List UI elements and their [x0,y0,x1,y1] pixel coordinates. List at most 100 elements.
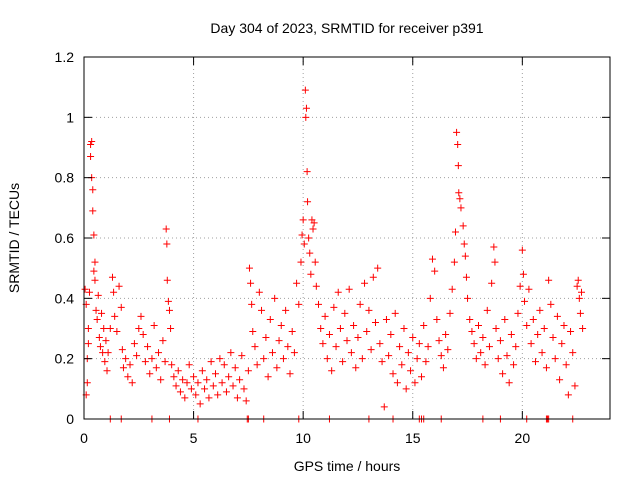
data-point [128,379,136,387]
data-point [300,240,308,248]
data-point [146,370,154,378]
data-point [472,355,480,363]
data-point [496,337,504,345]
data-point [251,343,259,351]
data-point [161,358,169,366]
data-point [152,364,160,372]
data-point [389,370,397,378]
data-point [293,279,301,287]
data-point [240,385,248,393]
data-point [457,204,465,212]
data-points [81,86,587,423]
data-point [336,325,344,332]
data-point [556,376,564,384]
data-point [209,382,217,390]
data-point [411,379,419,387]
data-point [488,279,496,287]
data-point [96,343,104,351]
data-point [198,367,206,375]
data-point [491,258,499,266]
data-point [113,328,121,336]
data-point [442,331,450,339]
data-point [108,273,116,281]
data-point [104,349,112,357]
data-point [172,382,180,390]
data-point [302,113,310,121]
data-point [244,367,252,375]
data-point [304,198,312,206]
data-point [194,379,202,387]
data-point [111,312,119,320]
data-point [144,343,152,351]
data-point [167,325,175,332]
data-point [85,288,93,296]
data-point [345,285,353,293]
data-point [382,315,390,323]
data-point [100,325,108,332]
data-point [321,312,329,320]
data-point [525,285,533,293]
x-tick-label: 0 [80,430,88,446]
data-point [328,367,336,375]
data-point [323,355,331,363]
data-point [536,306,544,314]
data-point [433,315,441,323]
data-point [521,297,529,305]
data-point [529,315,537,323]
data-point [84,340,92,348]
data-point [330,303,338,311]
data-point [93,315,101,323]
data-point [387,331,395,339]
data-point [102,337,110,345]
data-point [350,321,358,329]
data-point [126,361,134,369]
data-point [277,321,285,329]
data-point [453,128,461,136]
data-point [220,361,228,369]
data-point [95,334,103,342]
data-point [341,309,349,317]
data-point [119,364,127,372]
data-point [260,355,268,363]
data-point [365,306,373,314]
data-point [225,373,233,381]
data-point [238,352,246,360]
data-point [418,373,426,381]
data-point [106,325,114,332]
data-point [371,318,379,326]
data-point [576,309,584,317]
data-point [575,294,583,302]
data-point [462,273,470,281]
data-point [176,388,184,396]
data-point [92,306,100,314]
data-point [363,328,371,336]
data-point [264,373,272,381]
data-point [87,153,95,161]
data-point [376,340,384,348]
x-tick-label: 15 [405,430,421,446]
data-point [569,349,577,357]
data-point [133,352,141,360]
data-point [512,343,520,351]
data-point [279,355,287,363]
data-point [378,358,386,366]
data-point [258,306,266,314]
data-point [431,267,439,275]
data-point [115,282,123,290]
data-point [233,394,241,402]
data-point [307,270,315,278]
data-point [461,252,469,260]
data-point [396,343,404,351]
data-point [83,379,91,387]
data-point [567,328,575,336]
data-point [514,309,522,317]
data-point [190,373,198,381]
data-point [94,291,102,299]
data-point [571,382,579,390]
data-point [510,361,518,369]
data-point [426,294,434,302]
data-point [492,325,500,332]
data-point [553,312,561,320]
data-point [367,346,375,354]
